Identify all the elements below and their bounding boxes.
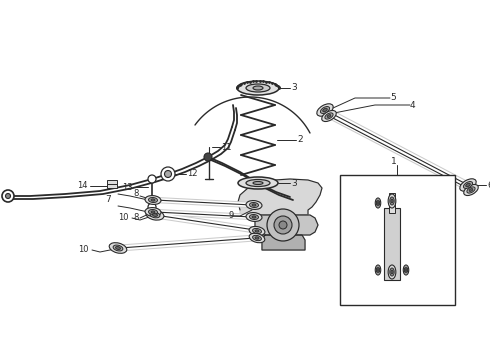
- Bar: [107, 184, 117, 188]
- Ellipse shape: [113, 245, 123, 251]
- Ellipse shape: [317, 104, 333, 116]
- Ellipse shape: [377, 202, 379, 204]
- Circle shape: [148, 175, 156, 183]
- Ellipse shape: [150, 212, 160, 218]
- Ellipse shape: [151, 199, 155, 201]
- Ellipse shape: [327, 114, 331, 117]
- Bar: [389, 193, 395, 213]
- Ellipse shape: [249, 226, 265, 235]
- Text: 8: 8: [133, 213, 138, 222]
- Ellipse shape: [109, 243, 127, 253]
- Ellipse shape: [151, 211, 155, 213]
- Ellipse shape: [460, 179, 476, 191]
- Ellipse shape: [148, 198, 157, 202]
- Text: 5: 5: [390, 94, 396, 103]
- Polygon shape: [238, 179, 322, 215]
- Ellipse shape: [388, 265, 396, 279]
- Ellipse shape: [467, 187, 475, 193]
- Circle shape: [5, 194, 10, 198]
- Circle shape: [2, 190, 14, 202]
- Text: 3: 3: [291, 84, 297, 93]
- Ellipse shape: [323, 108, 327, 112]
- Bar: [340, 175, 455, 305]
- Ellipse shape: [377, 269, 379, 271]
- Text: 1: 1: [391, 157, 397, 166]
- Ellipse shape: [469, 189, 473, 192]
- Text: 13: 13: [122, 183, 133, 192]
- Ellipse shape: [253, 235, 261, 240]
- Ellipse shape: [255, 237, 259, 239]
- Ellipse shape: [403, 265, 409, 275]
- Text: 14: 14: [77, 181, 88, 190]
- Text: 2: 2: [297, 135, 303, 144]
- Ellipse shape: [375, 265, 381, 275]
- Ellipse shape: [322, 111, 336, 122]
- Ellipse shape: [253, 181, 263, 184]
- Text: 4: 4: [410, 100, 416, 109]
- Ellipse shape: [145, 208, 161, 216]
- Ellipse shape: [238, 177, 278, 189]
- Polygon shape: [255, 215, 318, 235]
- Circle shape: [148, 203, 156, 211]
- Ellipse shape: [148, 210, 157, 215]
- Ellipse shape: [249, 203, 259, 207]
- Text: 3: 3: [291, 179, 297, 188]
- Ellipse shape: [116, 247, 121, 249]
- Ellipse shape: [325, 113, 333, 119]
- Ellipse shape: [376, 267, 380, 273]
- Text: 7: 7: [105, 195, 111, 204]
- Circle shape: [279, 221, 287, 229]
- Text: 12: 12: [187, 170, 197, 179]
- Circle shape: [165, 171, 172, 177]
- Ellipse shape: [375, 198, 381, 208]
- Ellipse shape: [246, 212, 262, 221]
- Ellipse shape: [249, 215, 259, 220]
- Ellipse shape: [388, 194, 396, 208]
- Ellipse shape: [464, 184, 478, 195]
- Ellipse shape: [237, 81, 279, 95]
- Ellipse shape: [145, 195, 161, 204]
- Polygon shape: [262, 235, 305, 250]
- Ellipse shape: [252, 216, 256, 218]
- Ellipse shape: [405, 269, 407, 271]
- Ellipse shape: [253, 86, 263, 90]
- Ellipse shape: [146, 210, 164, 220]
- Circle shape: [267, 209, 299, 241]
- Ellipse shape: [249, 233, 265, 243]
- Text: 6: 6: [487, 180, 490, 189]
- Circle shape: [204, 153, 212, 161]
- Ellipse shape: [252, 229, 262, 234]
- Text: 10: 10: [78, 246, 89, 255]
- Text: 9: 9: [228, 211, 233, 220]
- Ellipse shape: [466, 183, 470, 187]
- Ellipse shape: [246, 201, 262, 210]
- Circle shape: [274, 216, 292, 234]
- Text: 10: 10: [118, 213, 128, 222]
- Ellipse shape: [404, 267, 408, 273]
- Bar: [107, 180, 117, 184]
- Ellipse shape: [246, 84, 270, 92]
- Ellipse shape: [252, 204, 256, 206]
- Ellipse shape: [391, 270, 393, 274]
- Text: 11: 11: [221, 143, 231, 152]
- Circle shape: [161, 167, 175, 181]
- Bar: [384, 208, 400, 280]
- Ellipse shape: [464, 181, 472, 188]
- Ellipse shape: [152, 213, 157, 216]
- Ellipse shape: [390, 268, 394, 276]
- Ellipse shape: [376, 200, 380, 206]
- Ellipse shape: [391, 199, 393, 203]
- Text: 8: 8: [133, 189, 138, 198]
- Ellipse shape: [320, 107, 330, 113]
- Ellipse shape: [246, 180, 270, 186]
- Ellipse shape: [255, 230, 259, 232]
- Ellipse shape: [390, 197, 394, 205]
